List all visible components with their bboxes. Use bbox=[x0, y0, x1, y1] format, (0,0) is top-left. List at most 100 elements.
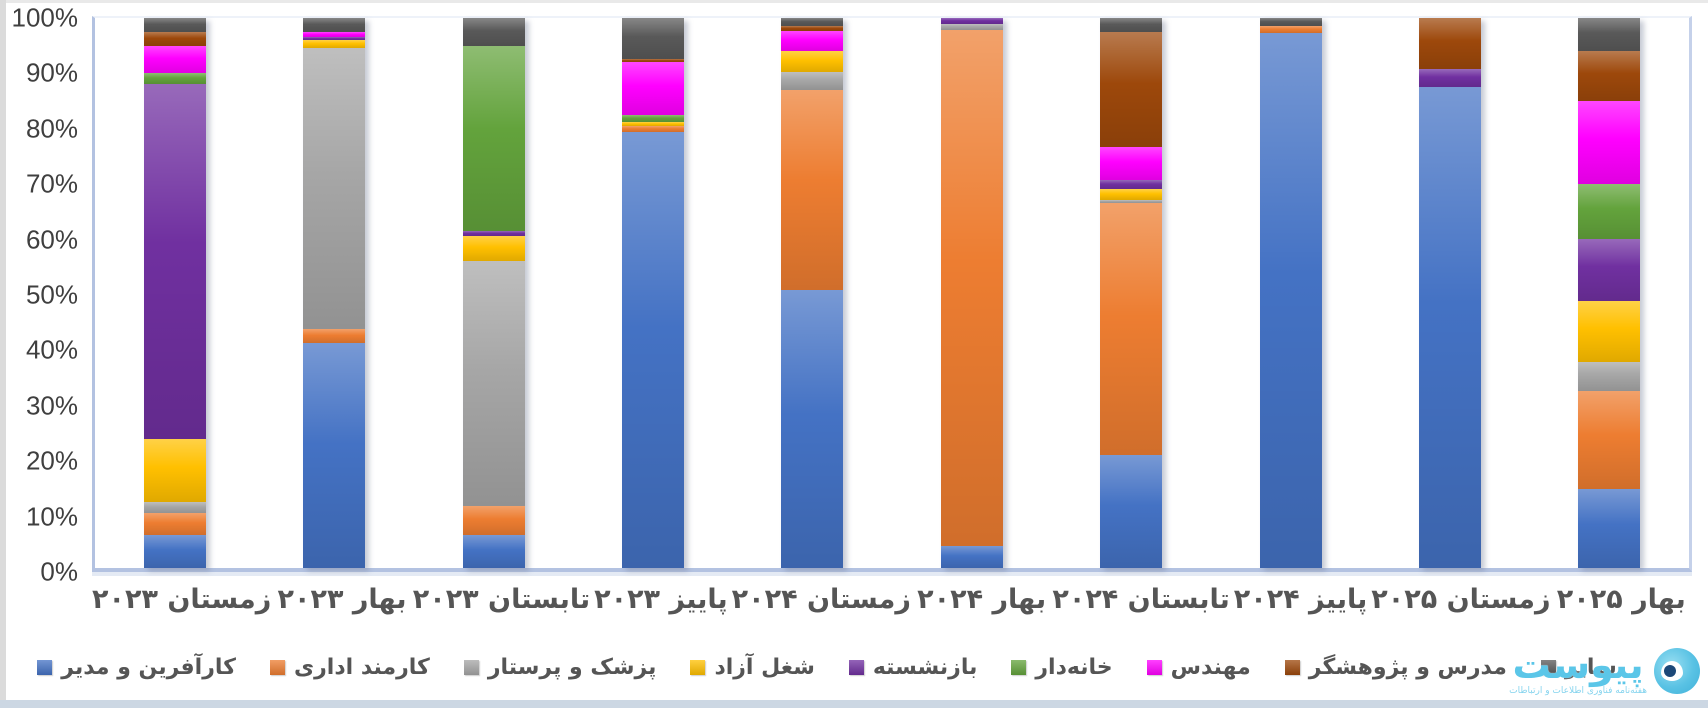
bar-segment bbox=[143, 502, 206, 513]
bar-segment bbox=[1100, 180, 1163, 189]
bar-column bbox=[462, 18, 525, 568]
y-tick-label: 40% bbox=[25, 334, 78, 365]
screenshot-left-edge bbox=[0, 0, 6, 708]
bar-segment bbox=[143, 18, 206, 32]
x-axis-label: پاییز ۲۰۲۳ bbox=[594, 584, 728, 615]
bar-segment bbox=[621, 59, 684, 63]
legend-swatch-icon bbox=[1146, 660, 1162, 675]
x-axis-label: پاییز ۲۰۲۴ bbox=[1233, 584, 1368, 615]
legend-label: مهندس bbox=[1170, 655, 1251, 680]
bar-segment bbox=[462, 535, 525, 568]
bar-segment bbox=[781, 51, 844, 72]
legend-label: کارآفرین و مدیر bbox=[61, 655, 236, 680]
bar-column bbox=[1259, 18, 1322, 568]
bar-segment bbox=[143, 73, 206, 84]
bar-segment bbox=[1100, 199, 1163, 204]
y-tick-label: 100% bbox=[11, 2, 79, 33]
x-axis-label: زمستان ۲۰۲۳ bbox=[92, 584, 272, 615]
legend-item: خانه‌دار bbox=[1011, 655, 1113, 680]
bar-column bbox=[1578, 18, 1641, 568]
bar-segment bbox=[781, 290, 844, 568]
bar-slot bbox=[573, 18, 732, 568]
y-axis-ticks: 100% 90% 80% 70% 60% 50% 40% 30% 20% 10% 0% bbox=[6, 3, 84, 587]
bar-segment bbox=[1578, 183, 1641, 239]
bar-slot bbox=[733, 18, 892, 568]
x-axis-labels: زمستان ۲۰۲۳ بهار ۲۰۲۳ تابستان ۲۰۲۳ پاییز ۲۰… bbox=[92, 584, 1692, 615]
watermark-circle-icon bbox=[1654, 648, 1700, 695]
bar-segment bbox=[1259, 33, 1322, 568]
y-tick-label: 20% bbox=[25, 445, 78, 476]
screenshot-bottom-edge bbox=[0, 700, 1708, 708]
bar-segment bbox=[303, 31, 366, 37]
bar-slot bbox=[95, 18, 254, 568]
bar-segment bbox=[462, 236, 525, 262]
y-tick-label: 90% bbox=[25, 57, 78, 88]
legend-label: سایر bbox=[1564, 655, 1617, 680]
bar-segment bbox=[1418, 18, 1481, 70]
legend-swatch-icon bbox=[37, 660, 53, 675]
legend-item: مدرس و پژوهشگر bbox=[1284, 655, 1507, 680]
bar-segment bbox=[621, 18, 684, 60]
legend-item: سایر bbox=[1540, 655, 1617, 680]
bar-slot bbox=[414, 18, 573, 568]
legend-label: خانه‌دار bbox=[1035, 655, 1113, 680]
bar-segment bbox=[462, 18, 525, 46]
x-axis-label: تابستان ۲۰۲۳ bbox=[412, 584, 591, 615]
bar-segment bbox=[781, 26, 844, 31]
legend-swatch-icon bbox=[1284, 660, 1300, 675]
legend-swatch-icon bbox=[269, 660, 285, 675]
x-axis-label: تابستان ۲۰۲۴ bbox=[1052, 584, 1230, 615]
y-tick-label: 80% bbox=[25, 113, 78, 144]
bar-segment bbox=[143, 45, 206, 73]
bar-segment bbox=[1578, 18, 1641, 52]
y-tick-label: 50% bbox=[25, 279, 78, 310]
bar-segment bbox=[781, 30, 844, 52]
bar-column bbox=[621, 18, 684, 568]
bar-segment bbox=[1259, 26, 1322, 34]
legend-item: پزشک و پرستار bbox=[463, 655, 657, 680]
bar-segment bbox=[1578, 301, 1641, 363]
bar-segment bbox=[303, 48, 366, 329]
bar-segment bbox=[1418, 86, 1481, 568]
bar-slot bbox=[1211, 18, 1370, 568]
bar-segment bbox=[303, 328, 366, 343]
bar-segment bbox=[1100, 31, 1163, 148]
legend-label: بازنشسته bbox=[872, 655, 978, 680]
screenshot-top-edge bbox=[0, 0, 1708, 3]
legend-label: پزشک و پرستار bbox=[487, 655, 657, 680]
bar-segment bbox=[781, 89, 844, 291]
bar-segment bbox=[143, 535, 206, 568]
bar-slot bbox=[1530, 18, 1689, 568]
plot-area bbox=[92, 16, 1692, 572]
legend-label: شغل آزاد bbox=[714, 655, 815, 680]
x-axis-label: بهار ۲۰۲۵ bbox=[1556, 584, 1686, 615]
legend-item: مهندس bbox=[1146, 655, 1251, 680]
watermark-text-column: پیوست هفته‌نامه فناوری اطلاعات و ارتباطا… bbox=[1509, 645, 1647, 696]
legend-swatch-icon bbox=[848, 660, 864, 675]
bar-column bbox=[1418, 18, 1481, 568]
x-axis-label: بهار ۲۰۲۴ bbox=[917, 584, 1047, 615]
bar-segment bbox=[940, 29, 1003, 546]
bar-segment bbox=[621, 62, 684, 116]
x-axis-label: زمستان ۲۰۲۴ bbox=[731, 584, 911, 615]
bar-segment bbox=[940, 18, 1003, 24]
bar-column bbox=[143, 18, 206, 568]
bar-segment bbox=[1578, 362, 1641, 392]
y-tick-label: 60% bbox=[25, 224, 78, 255]
bar-segment bbox=[1100, 203, 1163, 456]
bar-segment bbox=[1578, 391, 1641, 490]
bar-segment bbox=[1578, 238, 1641, 302]
bar-segment bbox=[621, 131, 684, 568]
x-axis-label: بهار ۲۰۲۳ bbox=[277, 584, 407, 615]
bar-column bbox=[781, 18, 844, 568]
bar-segment bbox=[1100, 455, 1163, 568]
bar-segment bbox=[1418, 69, 1481, 87]
bar-segment bbox=[143, 84, 206, 439]
bar-segment bbox=[781, 18, 844, 27]
bar-slot bbox=[1051, 18, 1210, 568]
bar-segment bbox=[1100, 18, 1163, 32]
bar-slot bbox=[254, 18, 413, 568]
bar-segment bbox=[462, 45, 525, 231]
x-axis-label: زمستان ۲۰۲۵ bbox=[1371, 584, 1551, 615]
